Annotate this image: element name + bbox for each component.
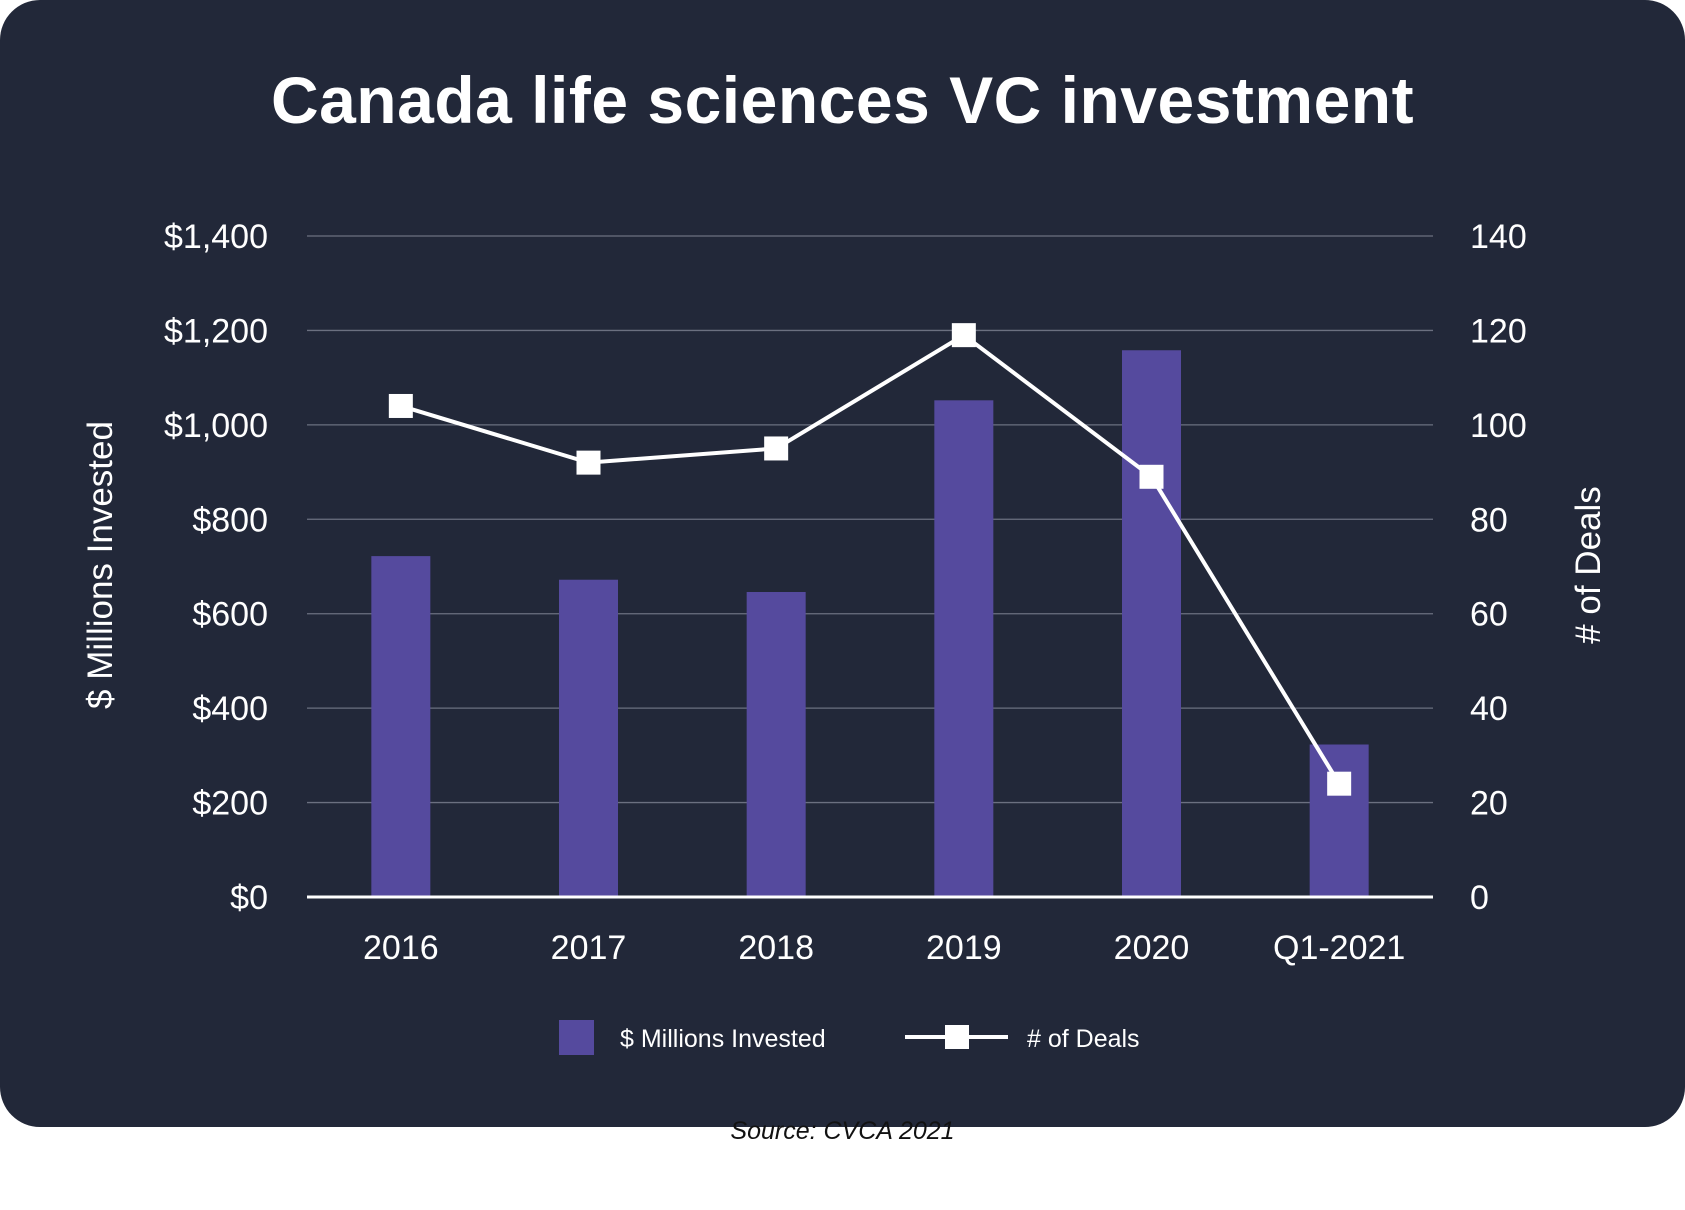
y-right-axis-label: # of Deals <box>1569 486 1608 644</box>
deals-point <box>388 393 413 418</box>
x-tick-label: 2018 <box>738 929 814 967</box>
legend-label-deals: # of Deals <box>1027 1025 1140 1053</box>
chart-plot: $0 0 $200 20 $400 40 $600 60 $800 80 $1,000 100 $1,2… <box>81 218 1608 1055</box>
y-left-tick-label: $1,400 <box>164 218 268 256</box>
source-note: Source: CVCA 2021 <box>730 1117 955 1145</box>
deals-point <box>576 450 601 475</box>
x-tick-label: 2016 <box>363 929 439 967</box>
deals-line <box>400 332 1341 785</box>
deals-point <box>1327 771 1352 796</box>
bar <box>746 591 806 897</box>
legend-swatch-invested <box>559 1020 594 1055</box>
y-left-tick-label: $800 <box>192 501 268 539</box>
y-right-tick-label: 140 <box>1470 218 1527 256</box>
y-right-tick-label: 60 <box>1470 596 1508 634</box>
y-left-tick-label: $0 <box>230 879 268 917</box>
y-right-tick-label: 80 <box>1470 501 1508 539</box>
deals-point <box>764 436 789 461</box>
x-tick-label: 2020 <box>1114 929 1190 967</box>
y-left-tick-label: $400 <box>192 690 268 728</box>
y-left-tick-label: $1,200 <box>164 312 268 350</box>
bar <box>371 556 431 897</box>
y-left-tick-label: $1,000 <box>164 407 268 445</box>
deals-point <box>1139 464 1164 489</box>
legend-marker-deals <box>945 1025 969 1049</box>
y-right-tick-label: 120 <box>1470 312 1527 350</box>
x-tick-label: 2017 <box>551 929 627 967</box>
x-tick-label: 2019 <box>926 929 1002 967</box>
x-tick-label: Q1-2021 <box>1273 929 1405 967</box>
chart-title: Canada life sciences VC investment <box>270 63 1415 137</box>
y-right-tick-label: 20 <box>1470 785 1508 823</box>
legend-label-invested: $ Millions Invested <box>620 1025 826 1053</box>
bar <box>1309 744 1369 897</box>
bar <box>934 400 994 897</box>
y-right-tick-label: 100 <box>1470 407 1527 445</box>
deals-point <box>951 323 976 348</box>
y-right-tick-label: 0 <box>1470 879 1489 917</box>
chart-card <box>0 0 1685 1127</box>
bar <box>1122 350 1181 898</box>
y-right-tick-label: 40 <box>1470 690 1508 728</box>
bar <box>559 579 618 897</box>
y-left-axis-label: $ Millions Invested <box>81 421 120 709</box>
y-left-tick-label: $600 <box>192 596 268 634</box>
y-left-tick-label: $200 <box>192 785 268 823</box>
legend: $ Millions Invested # of Deals <box>559 1020 1140 1055</box>
